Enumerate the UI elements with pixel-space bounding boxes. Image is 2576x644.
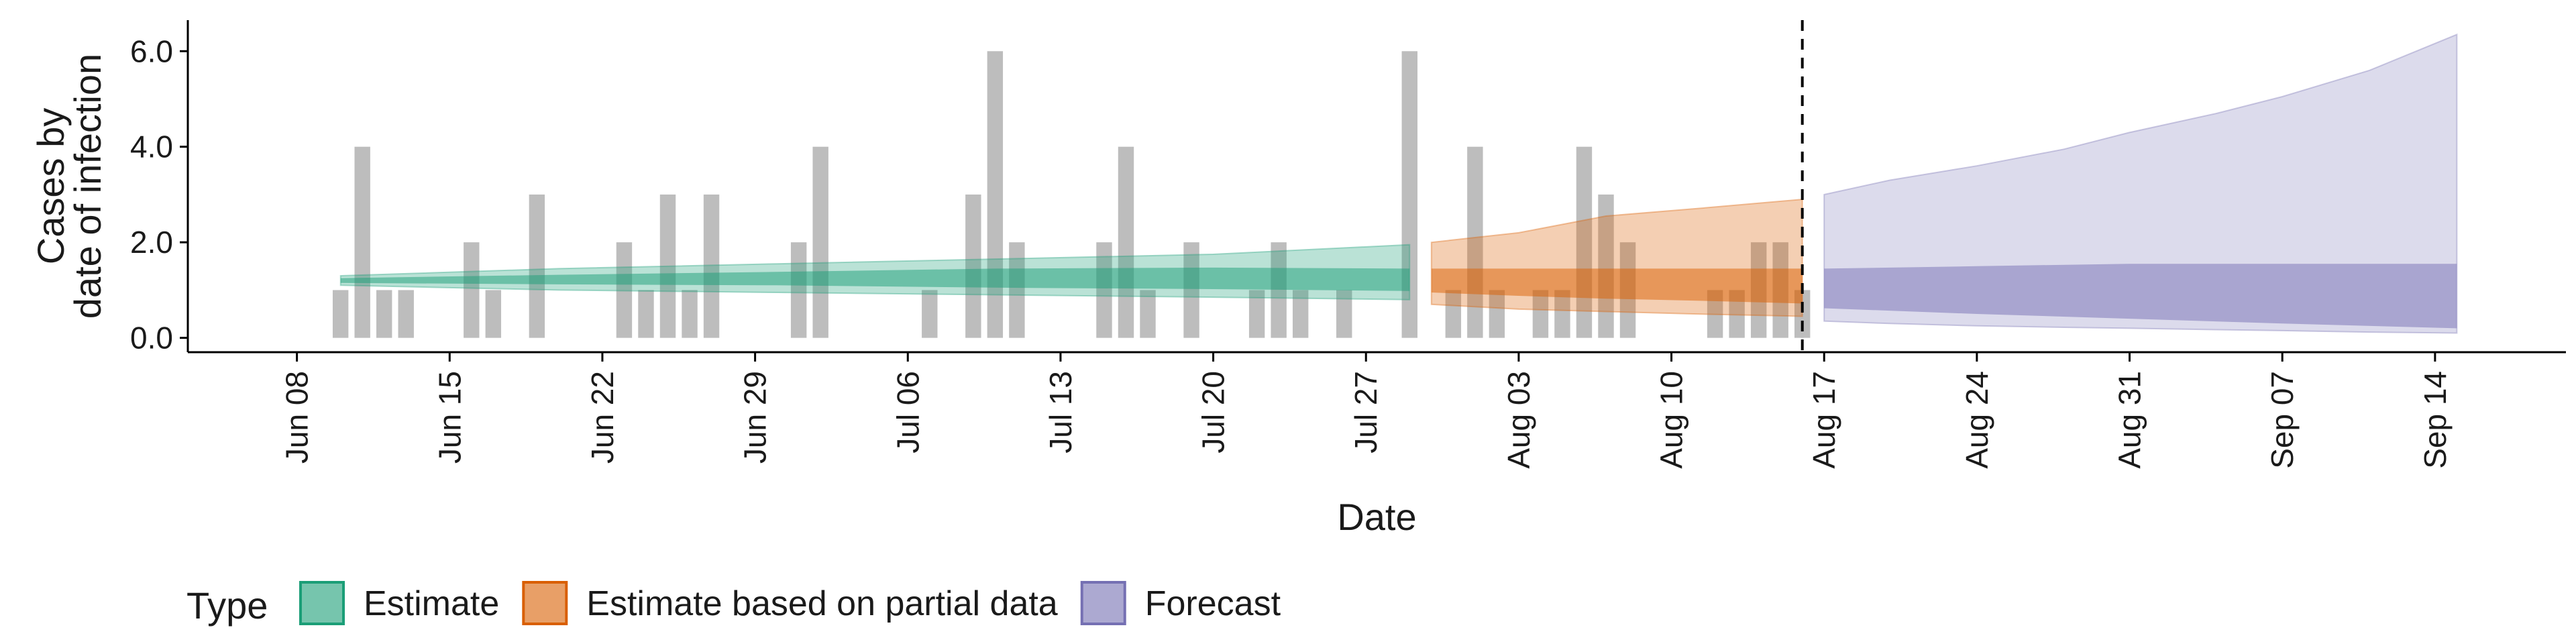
y-axis-title-line-1: Cases by <box>30 108 72 264</box>
case-bar <box>529 194 545 338</box>
axes <box>186 20 2566 354</box>
case-bar <box>1336 290 1352 338</box>
case-bar <box>464 242 480 338</box>
band-50-series-1 <box>1431 268 1803 304</box>
case-bar <box>1401 51 1417 338</box>
x-tick-label: Aug 17 <box>1807 371 1841 469</box>
case-bar <box>332 290 349 338</box>
legend-title: Type <box>186 584 268 627</box>
case-bar <box>376 290 392 338</box>
case-bar <box>1729 290 1745 338</box>
x-tick-label: Aug 24 <box>1960 371 1994 469</box>
y-tick-label: 2.0 <box>130 225 173 260</box>
legend-item-label: Forecast <box>1145 584 1281 623</box>
x-tick-label: Jul 13 <box>1043 371 1078 453</box>
x-axis-title: Date <box>1337 496 1416 538</box>
case-bar <box>354 146 370 338</box>
x-tick-label: Jul 20 <box>1196 371 1231 453</box>
case-bar <box>1532 290 1549 338</box>
y-tick-label: 0.0 <box>130 321 173 356</box>
case-bar <box>1140 290 1156 338</box>
case-bar <box>965 194 981 338</box>
band-50-series-0 <box>340 267 1410 291</box>
y-tick-label: 6.0 <box>130 34 173 68</box>
case-bar <box>682 290 698 338</box>
case-bar <box>1183 242 1199 338</box>
case-bar <box>1292 290 1309 338</box>
x-tick-label: Jun 15 <box>432 371 467 464</box>
y-tick-label: 4.0 <box>130 129 173 164</box>
case-bar <box>987 51 1004 338</box>
x-tick-label: Sep 14 <box>2418 371 2453 469</box>
x-tick-label: Jul 27 <box>1348 371 1383 453</box>
case-bar <box>1271 242 1287 338</box>
case-bar <box>638 290 654 338</box>
case-bar <box>659 194 676 338</box>
y-axis-ticks: 0.0 2.0 4.0 6.0 <box>130 34 188 356</box>
case-bar <box>398 290 414 338</box>
reported-cases-bars <box>332 51 1811 338</box>
band-50-series-2 <box>1824 264 2457 329</box>
case-bar <box>922 290 938 338</box>
x-tick-label: Sep 07 <box>2265 371 2300 469</box>
case-bar <box>1598 194 1614 338</box>
case-bar <box>703 194 720 338</box>
x-tick-label: Jul 06 <box>890 371 925 453</box>
x-tick-label: Jun 22 <box>585 371 620 464</box>
case-bar <box>1248 290 1265 338</box>
case-bar <box>1445 290 1462 338</box>
case-bar <box>1554 290 1570 338</box>
x-tick-label: Aug 31 <box>2112 371 2147 469</box>
case-bar <box>1009 242 1025 338</box>
case-bar <box>1489 290 1505 338</box>
case-bar <box>485 290 502 338</box>
legend: Type Estimate Estimate based on partial d… <box>186 581 1281 627</box>
legend-item-label: Estimate <box>364 584 499 623</box>
x-axis-ticks: Jun 08 Jun 15 Jun 22 Jun 29 Jul 06 Jul 13 Jul … <box>280 352 2453 469</box>
case-bar <box>1707 290 1723 338</box>
x-tick-label: Jun 08 <box>280 371 315 464</box>
x-tick-label: Jun 29 <box>738 371 773 464</box>
case-bar <box>790 242 807 338</box>
band-90-series-2 <box>1823 33 2458 334</box>
legend-swatch <box>299 581 345 625</box>
legend-swatch <box>522 581 568 625</box>
legend-swatch <box>1080 581 1126 625</box>
legend-items: Estimate Estimate based on partial data Fo… <box>299 581 1281 625</box>
estimate-bands <box>339 33 2458 334</box>
x-tick-label: Aug 03 <box>1501 371 1536 469</box>
case-bar <box>1096 242 1112 338</box>
x-tick-label: Aug 10 <box>1654 371 1689 469</box>
y-axis-title-line-2: date of infection <box>66 54 109 319</box>
case-bar <box>616 242 633 338</box>
case-bar <box>812 146 828 338</box>
case-bar <box>1118 146 1134 338</box>
legend-item-label: Estimate based on partial data <box>586 584 1058 623</box>
